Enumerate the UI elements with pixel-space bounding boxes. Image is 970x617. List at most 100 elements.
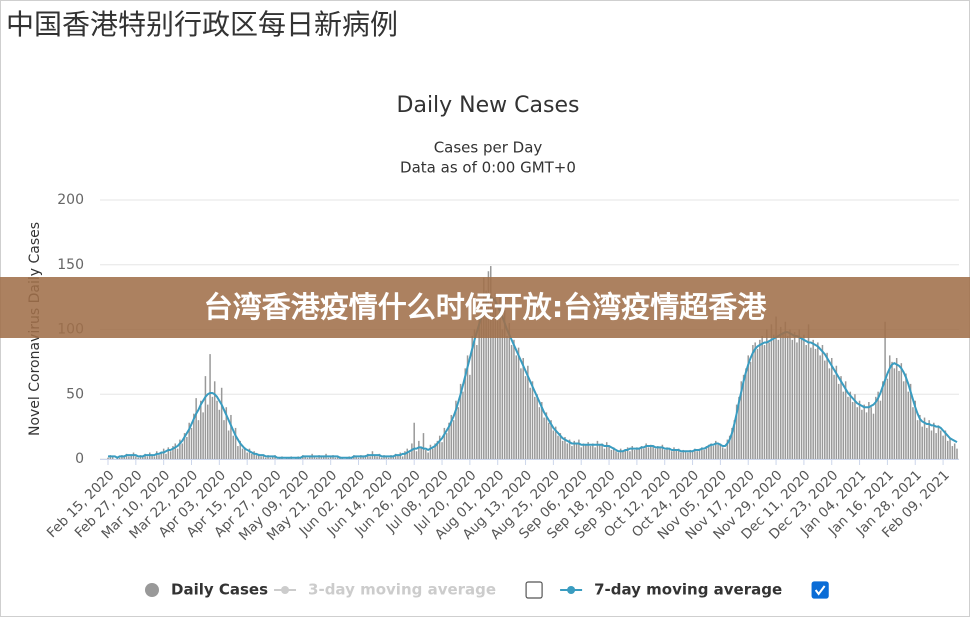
bar [770, 324, 773, 459]
bar [385, 456, 388, 459]
bar [209, 354, 211, 459]
checkbox[interactable] [525, 581, 543, 599]
bar [821, 345, 824, 459]
bar [492, 306, 494, 459]
bar [571, 446, 573, 459]
bar [483, 277, 485, 459]
bar [425, 449, 427, 459]
bar [893, 368, 896, 459]
legend-symbol[interactable] [567, 586, 576, 594]
bar [531, 381, 534, 459]
bar [677, 448, 680, 459]
bar [234, 427, 237, 459]
bar [406, 448, 408, 459]
bar [436, 440, 439, 459]
bar [336, 456, 339, 459]
bar [441, 442, 443, 459]
bar [392, 456, 395, 459]
bar [550, 420, 552, 459]
legend-label[interactable]: 7-day moving average [594, 581, 782, 599]
bar [812, 339, 814, 459]
bar [232, 435, 235, 459]
bar [496, 316, 499, 459]
bar [165, 453, 167, 459]
bar [380, 457, 383, 459]
bar [538, 407, 541, 459]
bar [775, 316, 777, 459]
bar [524, 376, 527, 459]
bar [629, 451, 631, 459]
legend: Daily Cases 3-day moving average 7-day mov… [145, 581, 829, 599]
bar [241, 448, 244, 459]
bar [624, 449, 627, 459]
bar [146, 456, 149, 459]
bar [782, 332, 784, 459]
bar [605, 442, 608, 459]
bar [779, 326, 782, 459]
bar [717, 444, 719, 459]
bar [527, 365, 529, 459]
bar [726, 439, 729, 459]
checkbox[interactable] [811, 581, 829, 599]
bar [564, 436, 566, 459]
bar [944, 430, 947, 459]
bar [844, 381, 847, 459]
bar [663, 449, 666, 459]
bar [545, 412, 548, 459]
bar [805, 345, 807, 459]
bar [413, 422, 415, 459]
bar [647, 447, 650, 459]
bar [445, 433, 448, 459]
bar [701, 447, 703, 459]
bar [135, 456, 137, 459]
bar [227, 430, 230, 459]
bar [719, 443, 722, 459]
bar [907, 391, 910, 459]
bar [592, 443, 594, 459]
bar [875, 396, 877, 459]
bar [912, 407, 914, 459]
bar [803, 334, 805, 459]
bar [179, 439, 181, 459]
bar [631, 446, 633, 459]
bar [316, 457, 318, 459]
legend-label[interactable]: Daily Cases [171, 581, 268, 599]
chart-subtitle: Data as of 0:00 GMT+0 [400, 159, 576, 177]
bar [610, 449, 613, 459]
bar [239, 440, 241, 459]
bar [675, 449, 678, 459]
bar [420, 447, 422, 459]
bar [427, 452, 429, 459]
bar [327, 457, 330, 459]
bar [891, 361, 893, 459]
bar [455, 400, 457, 459]
bar [847, 396, 849, 459]
bar [626, 447, 629, 459]
bar [905, 373, 907, 459]
bar [754, 342, 756, 459]
legend-label[interactable]: 3-day moving average [308, 581, 496, 599]
bar [946, 440, 949, 459]
bar [223, 420, 225, 459]
bar [643, 448, 645, 459]
bar [949, 438, 951, 459]
bar [645, 443, 647, 459]
bar [599, 444, 601, 459]
legend-symbol[interactable] [145, 583, 159, 597]
bar [694, 448, 696, 459]
bar [176, 448, 179, 459]
bar [158, 455, 160, 459]
bar [617, 452, 620, 459]
bar [153, 456, 156, 459]
bar [195, 398, 197, 459]
legend-symbol[interactable] [281, 586, 290, 594]
bar [705, 446, 708, 459]
bar [313, 456, 316, 459]
bar [508, 323, 511, 459]
bar [218, 409, 221, 459]
bar [886, 378, 889, 459]
bar [619, 448, 622, 459]
bar [668, 448, 671, 459]
bar [833, 374, 835, 459]
